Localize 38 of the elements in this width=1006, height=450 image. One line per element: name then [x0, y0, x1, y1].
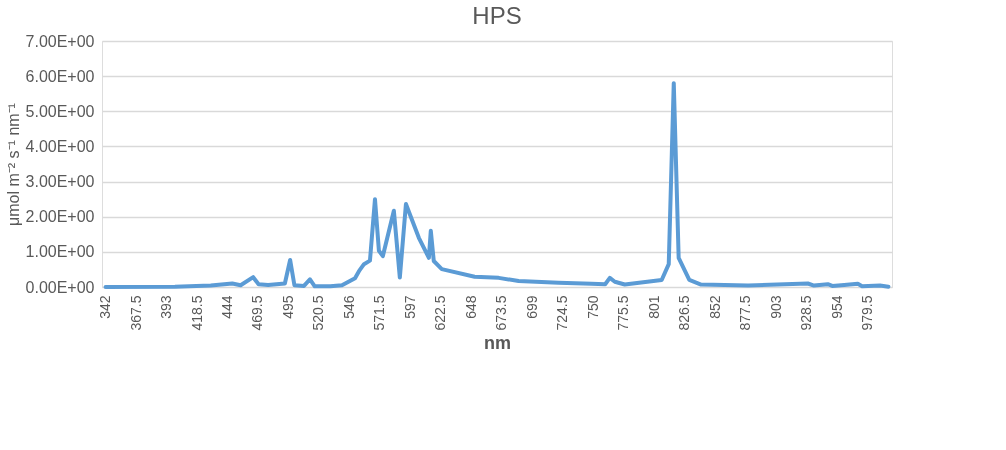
line-series [103, 81, 891, 289]
x-tick-label: 520.5 [310, 295, 327, 331]
y-tick-label: 3.00E+00 [25, 173, 95, 191]
x-tick-label: 546 [340, 295, 357, 319]
x-tick-label: 597 [401, 295, 418, 319]
y-tick-label: 6.00E+00 [25, 67, 95, 85]
x-tick-label: 877.5 [737, 295, 754, 331]
chart-title: HPS [472, 2, 522, 29]
x-tick-label: 903 [767, 295, 784, 319]
y-tick-label: 4.00E+00 [25, 137, 95, 155]
y-tick-label: 1.00E+00 [25, 243, 95, 261]
x-tick-label: 622.5 [432, 295, 449, 331]
x-tick-label: 954 [828, 295, 845, 319]
x-tick-label: 699 [523, 295, 540, 319]
x-tick-label: 724.5 [554, 295, 571, 331]
y-tick-label: 5.00E+00 [25, 102, 95, 120]
x-tick-label: 469.5 [249, 295, 266, 331]
x-tick-label: 571.5 [371, 295, 388, 331]
x-tick-label: 852 [706, 295, 723, 319]
y-tick-label: 7.00E+00 [25, 32, 95, 50]
x-tick-label: 495 [279, 295, 296, 319]
x-tick-label: 444 [218, 295, 235, 319]
y-axis-title: μmol m⁻² s⁻¹ nm⁻¹ [4, 103, 22, 226]
x-tick-label: 342 [97, 295, 114, 319]
x-tick-label: 418.5 [188, 295, 205, 331]
x-tick-label: 648 [462, 295, 479, 319]
y-tick-label: 2.00E+00 [25, 208, 95, 226]
x-axis-title: nm [484, 332, 511, 353]
x-tick-label: 750 [584, 295, 601, 319]
x-tick-label: 826.5 [676, 295, 693, 331]
x-tick-label: 775.5 [615, 295, 632, 331]
x-tick-label: 367.5 [127, 295, 144, 331]
x-tick-label: 928.5 [798, 295, 815, 331]
x-tick-label: 801 [645, 295, 662, 319]
x-tick-label: 393 [158, 295, 175, 319]
x-tick-label: 979.5 [859, 295, 875, 331]
x-tick-label: 673.5 [493, 295, 510, 331]
y-tick-label: 0.00E+00 [25, 278, 95, 296]
